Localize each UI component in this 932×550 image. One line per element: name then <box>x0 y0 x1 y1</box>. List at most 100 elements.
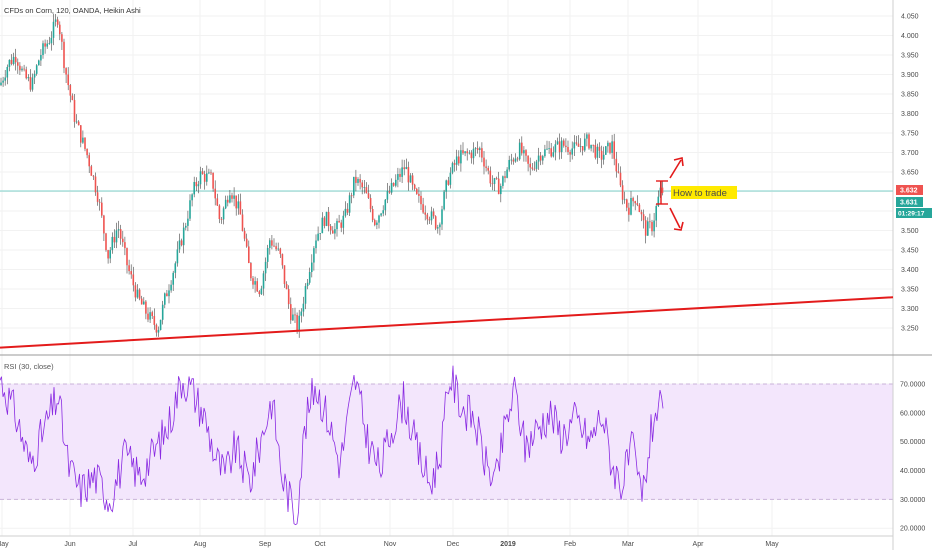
candle-body <box>115 230 118 243</box>
candle-body <box>143 301 145 305</box>
price-tick-label: 3.650 <box>901 170 919 177</box>
candle-body <box>535 161 538 169</box>
candle-body <box>453 163 456 165</box>
candle-body <box>25 69 27 79</box>
candle-body <box>189 200 191 219</box>
annotation-label: How to trade <box>673 188 727 199</box>
time-tick-label: Dec <box>447 541 460 548</box>
trendline[interactable] <box>0 296 894 349</box>
candle-body <box>50 37 53 44</box>
candle-body <box>634 201 636 204</box>
price-tick-label: 3.250 <box>901 326 919 333</box>
candle-body <box>361 182 363 188</box>
candle-body <box>548 148 550 150</box>
candle-body <box>563 140 565 146</box>
candle-body <box>592 144 594 146</box>
candle-body <box>82 137 84 143</box>
time-tick-label: 2019 <box>500 541 516 548</box>
candle-body <box>512 159 515 162</box>
candle-body <box>245 238 248 247</box>
candle-body <box>464 151 466 154</box>
candle-body <box>521 142 523 154</box>
candle-body <box>403 167 405 170</box>
candle-body <box>613 141 615 159</box>
bracket-icon <box>656 180 668 205</box>
candle-body <box>38 60 40 66</box>
candle-body <box>201 171 204 175</box>
candle-body <box>103 215 105 234</box>
candle-body <box>88 155 90 167</box>
annotation-label-bg <box>671 186 737 199</box>
time-tick-label: Nov <box>384 541 397 548</box>
candle-body <box>195 181 198 187</box>
candle-body <box>516 158 519 160</box>
candle-body <box>14 56 17 63</box>
candle-body <box>611 141 613 153</box>
time-tick-label: Oct <box>315 541 326 548</box>
chart-title: CFDs on Corn, 120, OANDA, Heikin Ashi <box>4 6 141 15</box>
candle-body <box>455 156 458 165</box>
candle-body <box>182 227 185 246</box>
candle-body <box>101 202 103 216</box>
candle-body <box>210 172 212 174</box>
candle-body <box>266 247 269 262</box>
candle-body <box>172 272 174 285</box>
candle-body <box>476 148 479 151</box>
time-tick-label: May <box>765 541 779 548</box>
candle-body <box>292 314 294 321</box>
price-tick-label: 3.950 <box>901 53 919 60</box>
candle-body <box>325 211 328 226</box>
candle-body <box>73 100 76 122</box>
candle-body <box>27 77 30 79</box>
rsi-tick-label: 60.0000 <box>900 410 925 417</box>
candle-body <box>483 157 485 167</box>
candle-body <box>357 178 359 183</box>
candle-body <box>212 172 214 189</box>
candle-body <box>285 284 288 290</box>
candle-body <box>90 166 93 176</box>
candle-body <box>661 187 664 194</box>
candle-body <box>12 56 15 64</box>
candle-body <box>21 68 23 71</box>
candle-body <box>111 236 114 251</box>
candle-body <box>407 167 410 183</box>
candle-body <box>273 245 275 247</box>
candle-body <box>491 183 494 185</box>
candle-body <box>588 134 590 149</box>
candle-body <box>575 142 578 144</box>
rsi-tick-label: 70.0000 <box>900 381 925 388</box>
candle-body <box>327 211 330 227</box>
trade-annotation[interactable]: How to trade <box>656 157 737 231</box>
candle-body <box>23 68 25 70</box>
candle-body <box>460 150 462 164</box>
candle-body <box>311 262 313 273</box>
candle-body <box>411 175 414 185</box>
candle-body <box>487 167 489 171</box>
candle-body <box>586 134 588 139</box>
candle-body <box>539 155 542 161</box>
candle-body <box>277 248 279 250</box>
time-tick-label: May <box>0 541 9 548</box>
candle-body <box>40 54 42 61</box>
candle-body <box>405 167 408 170</box>
candle-body <box>138 289 141 299</box>
candle-body <box>594 145 597 158</box>
candle-body <box>437 227 439 229</box>
candle-body <box>250 263 252 279</box>
candle-body <box>128 265 130 272</box>
candle-body <box>439 224 441 228</box>
candle-body <box>222 208 225 220</box>
candle-body <box>283 265 286 285</box>
candle-body <box>287 289 290 305</box>
candle-body <box>109 250 111 259</box>
candle-body <box>61 34 63 42</box>
candle-body <box>164 293 166 305</box>
time-tick-label: Jul <box>129 541 138 548</box>
candle-body <box>157 329 160 333</box>
candle-body <box>432 211 435 217</box>
candle-body <box>651 221 653 232</box>
time-tick-label: Mar <box>622 541 635 548</box>
candle-body <box>619 172 622 186</box>
candle-body <box>176 249 179 264</box>
